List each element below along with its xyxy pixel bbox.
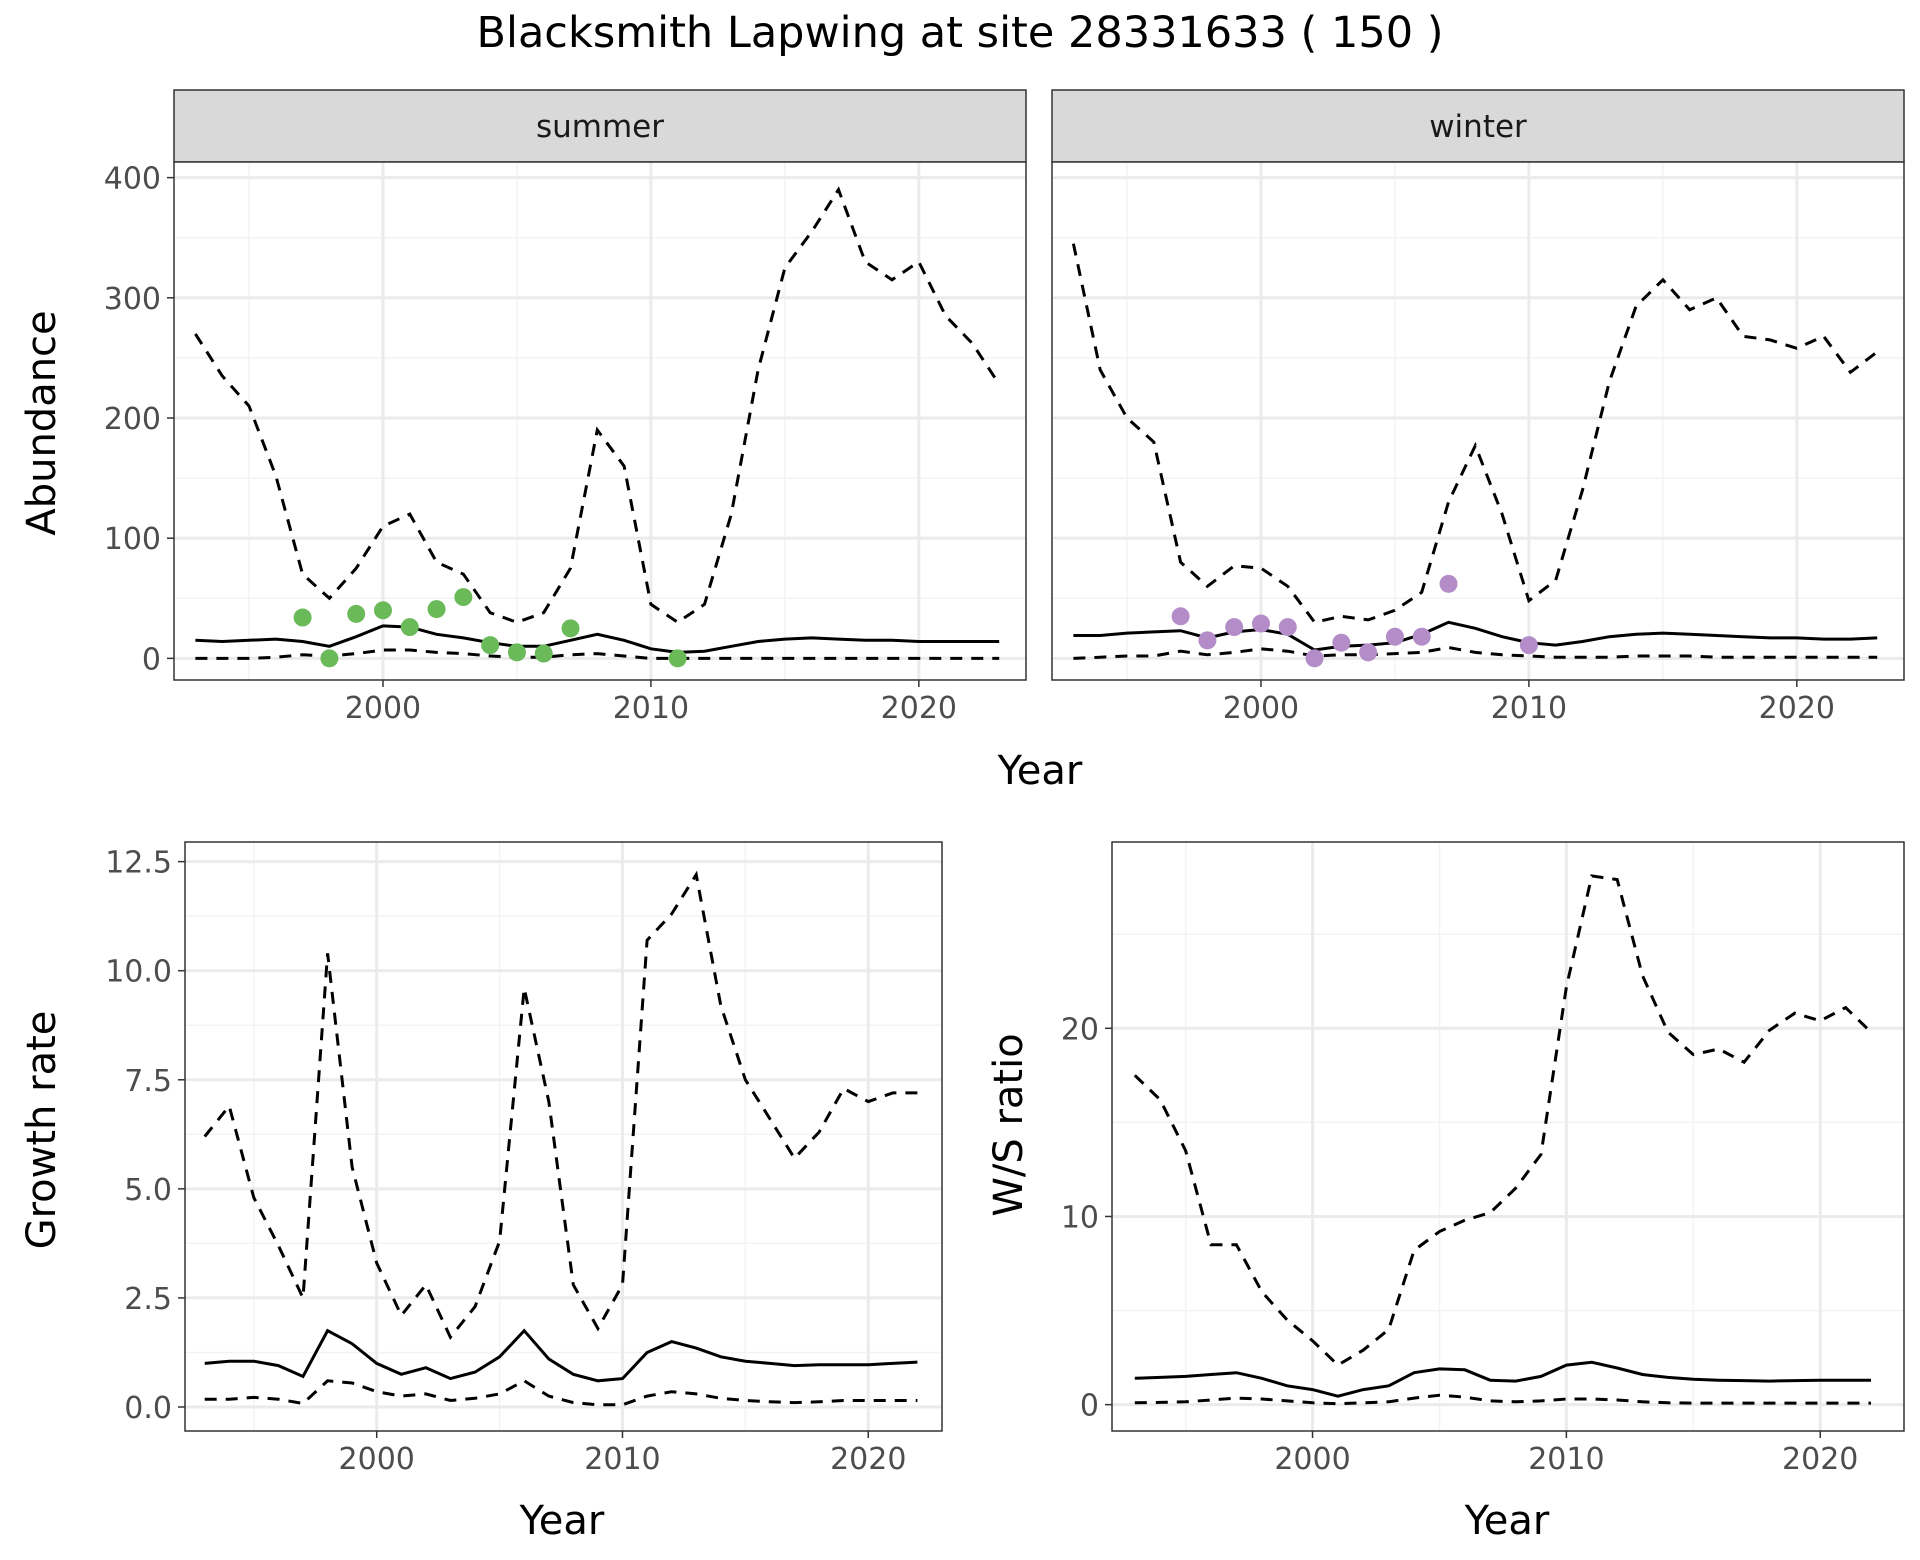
- observed-point: [481, 636, 500, 655]
- observed-point: [1305, 649, 1324, 668]
- upper-bound-line: [194, 186, 1001, 625]
- observed-point: [400, 618, 419, 637]
- x-tick-label: 2010: [1528, 1442, 1604, 1477]
- figure-title: Blacksmith Lapwing at site 28331633 ( 15…: [477, 8, 1444, 58]
- observed-point: [561, 619, 580, 638]
- x-tick-label: 2010: [1491, 691, 1567, 726]
- observed-point: [1412, 627, 1431, 646]
- fitted-line: [204, 1328, 918, 1383]
- y-tick-label: 400: [104, 162, 161, 197]
- y-tick-label: 10.0: [105, 955, 172, 990]
- panel-background: [1052, 162, 1904, 680]
- panel-border: [1111, 841, 1905, 1432]
- y-tick-label: 20: [1061, 1012, 1099, 1047]
- observed-point: [1278, 618, 1297, 637]
- ws-ratio-chart: 2000 2010 2020 0 10 20: [1061, 841, 1905, 1477]
- lower-bound-line: [1073, 645, 1878, 660]
- fitted-line: [195, 624, 1000, 654]
- facet-summer: summer 2000 2010 2020 0 100 200 300 400: [104, 89, 1027, 726]
- x-tick-label: 2020: [881, 691, 957, 726]
- observed-point: [507, 643, 526, 662]
- facet-winter: winter 2000 2010 2020: [1051, 89, 1905, 726]
- facet-strip-label: summer: [536, 109, 664, 145]
- panel-background: [1112, 842, 1904, 1431]
- lower-bound-line: [204, 1379, 918, 1407]
- upper-bound-line: [1133, 874, 1873, 1367]
- observed-point: [1332, 633, 1351, 652]
- facet-strip: [173, 89, 1027, 163]
- y-tick-label: 0: [1080, 1389, 1099, 1424]
- panel-border: [184, 841, 943, 1432]
- abundance-ylabel: Abundance: [19, 310, 65, 535]
- y-tick-label: 200: [104, 402, 161, 437]
- y-tick-label: 5.0: [124, 1173, 172, 1208]
- observed-point: [1385, 627, 1404, 646]
- x-tick-label: 2020: [1782, 1442, 1858, 1477]
- ratio-ylabel: W/S ratio: [986, 1033, 1032, 1216]
- abundance-chart: summer 2000 2010 2020 0 100 200 300 400 winter 200…: [104, 89, 1905, 726]
- y-tick-label: 10: [1061, 1200, 1099, 1235]
- growth-rate-chart: 2000 2010 2020 0.0 2.5 5.0 7.5 10.0 12.5: [105, 841, 943, 1477]
- panel-background: [174, 162, 1026, 680]
- observed-point: [534, 644, 553, 663]
- y-tick-label: 2.5: [124, 1282, 172, 1317]
- growth-ylabel: Growth rate: [19, 1011, 65, 1250]
- observed-point: [454, 588, 473, 607]
- ratio-xlabel: Year: [1464, 1498, 1550, 1544]
- growth-xlabel: Year: [519, 1498, 605, 1544]
- panel-border: [1051, 161, 1905, 681]
- y-tick-label: 100: [104, 522, 161, 557]
- x-tick-label: 2000: [1274, 1442, 1350, 1477]
- observed-point: [1439, 574, 1458, 593]
- observed-point: [1225, 618, 1244, 637]
- observed-point: [1359, 643, 1378, 662]
- upper-bound-line: [203, 870, 918, 1341]
- upper-bound-line: [1071, 243, 1879, 624]
- y-tick-label: 12.5: [105, 846, 172, 881]
- y-tick-label: 300: [104, 282, 161, 317]
- x-tick-label: 2020: [1759, 691, 1835, 726]
- observed-point: [373, 601, 392, 620]
- observed-point: [1198, 631, 1217, 650]
- y-tick-label: 7.5: [124, 1064, 172, 1099]
- observed-point: [320, 649, 339, 668]
- observed-point: [1171, 607, 1190, 626]
- observed-point: [347, 604, 366, 623]
- y-tick-label: 0.0: [124, 1391, 172, 1426]
- facet-strip-label: winter: [1429, 109, 1527, 145]
- lower-bound-line: [1134, 1393, 1871, 1406]
- abundance-xlabel: Year: [997, 748, 1083, 794]
- x-tick-label: 2000: [345, 691, 421, 726]
- x-tick-label: 2010: [613, 691, 689, 726]
- facet-strip: [1051, 89, 1905, 163]
- x-tick-label: 2000: [1223, 691, 1299, 726]
- observed-point: [1251, 614, 1270, 633]
- panel-background: [185, 842, 942, 1431]
- observed-point: [293, 608, 312, 627]
- observed-point: [668, 649, 687, 668]
- x-tick-label: 2020: [830, 1442, 906, 1477]
- x-tick-label: 2000: [339, 1442, 415, 1477]
- observed-point: [1519, 636, 1538, 655]
- observed-point: [427, 600, 446, 619]
- fitted-line: [1134, 1360, 1871, 1398]
- panel-border: [173, 161, 1027, 681]
- y-tick-label: 0: [142, 642, 161, 677]
- x-tick-label: 2010: [584, 1442, 660, 1477]
